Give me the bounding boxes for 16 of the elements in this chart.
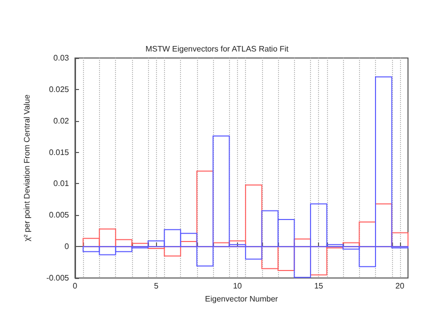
y-tick-label: 0 <box>64 242 70 252</box>
x-tick-label: 0 <box>72 282 78 290</box>
y-tick-label: 0.015 <box>48 148 70 157</box>
y-tick-label: 0.02 <box>53 116 70 126</box>
x-axis-title: Eigenvector Number <box>205 294 278 304</box>
x-tick-label: 5 <box>154 282 159 290</box>
x-tick-label: 10 <box>232 282 242 290</box>
chart-title: MSTW Eigenvectors for ATLAS Ratio Fit <box>145 44 290 54</box>
x-tick-label: 15 <box>314 282 324 290</box>
y-tick-label: 0.025 <box>48 84 70 94</box>
x-tick-label: 20 <box>395 282 405 290</box>
y-tick-label: 0.03 <box>53 54 70 62</box>
y-tick-label: 0.005 <box>48 210 70 220</box>
y-tick-label: -0.005 <box>46 274 70 282</box>
y-axis-title: χ² per point Deviation From Central Value <box>22 94 32 242</box>
y-tick-label: 0.01 <box>53 179 70 188</box>
